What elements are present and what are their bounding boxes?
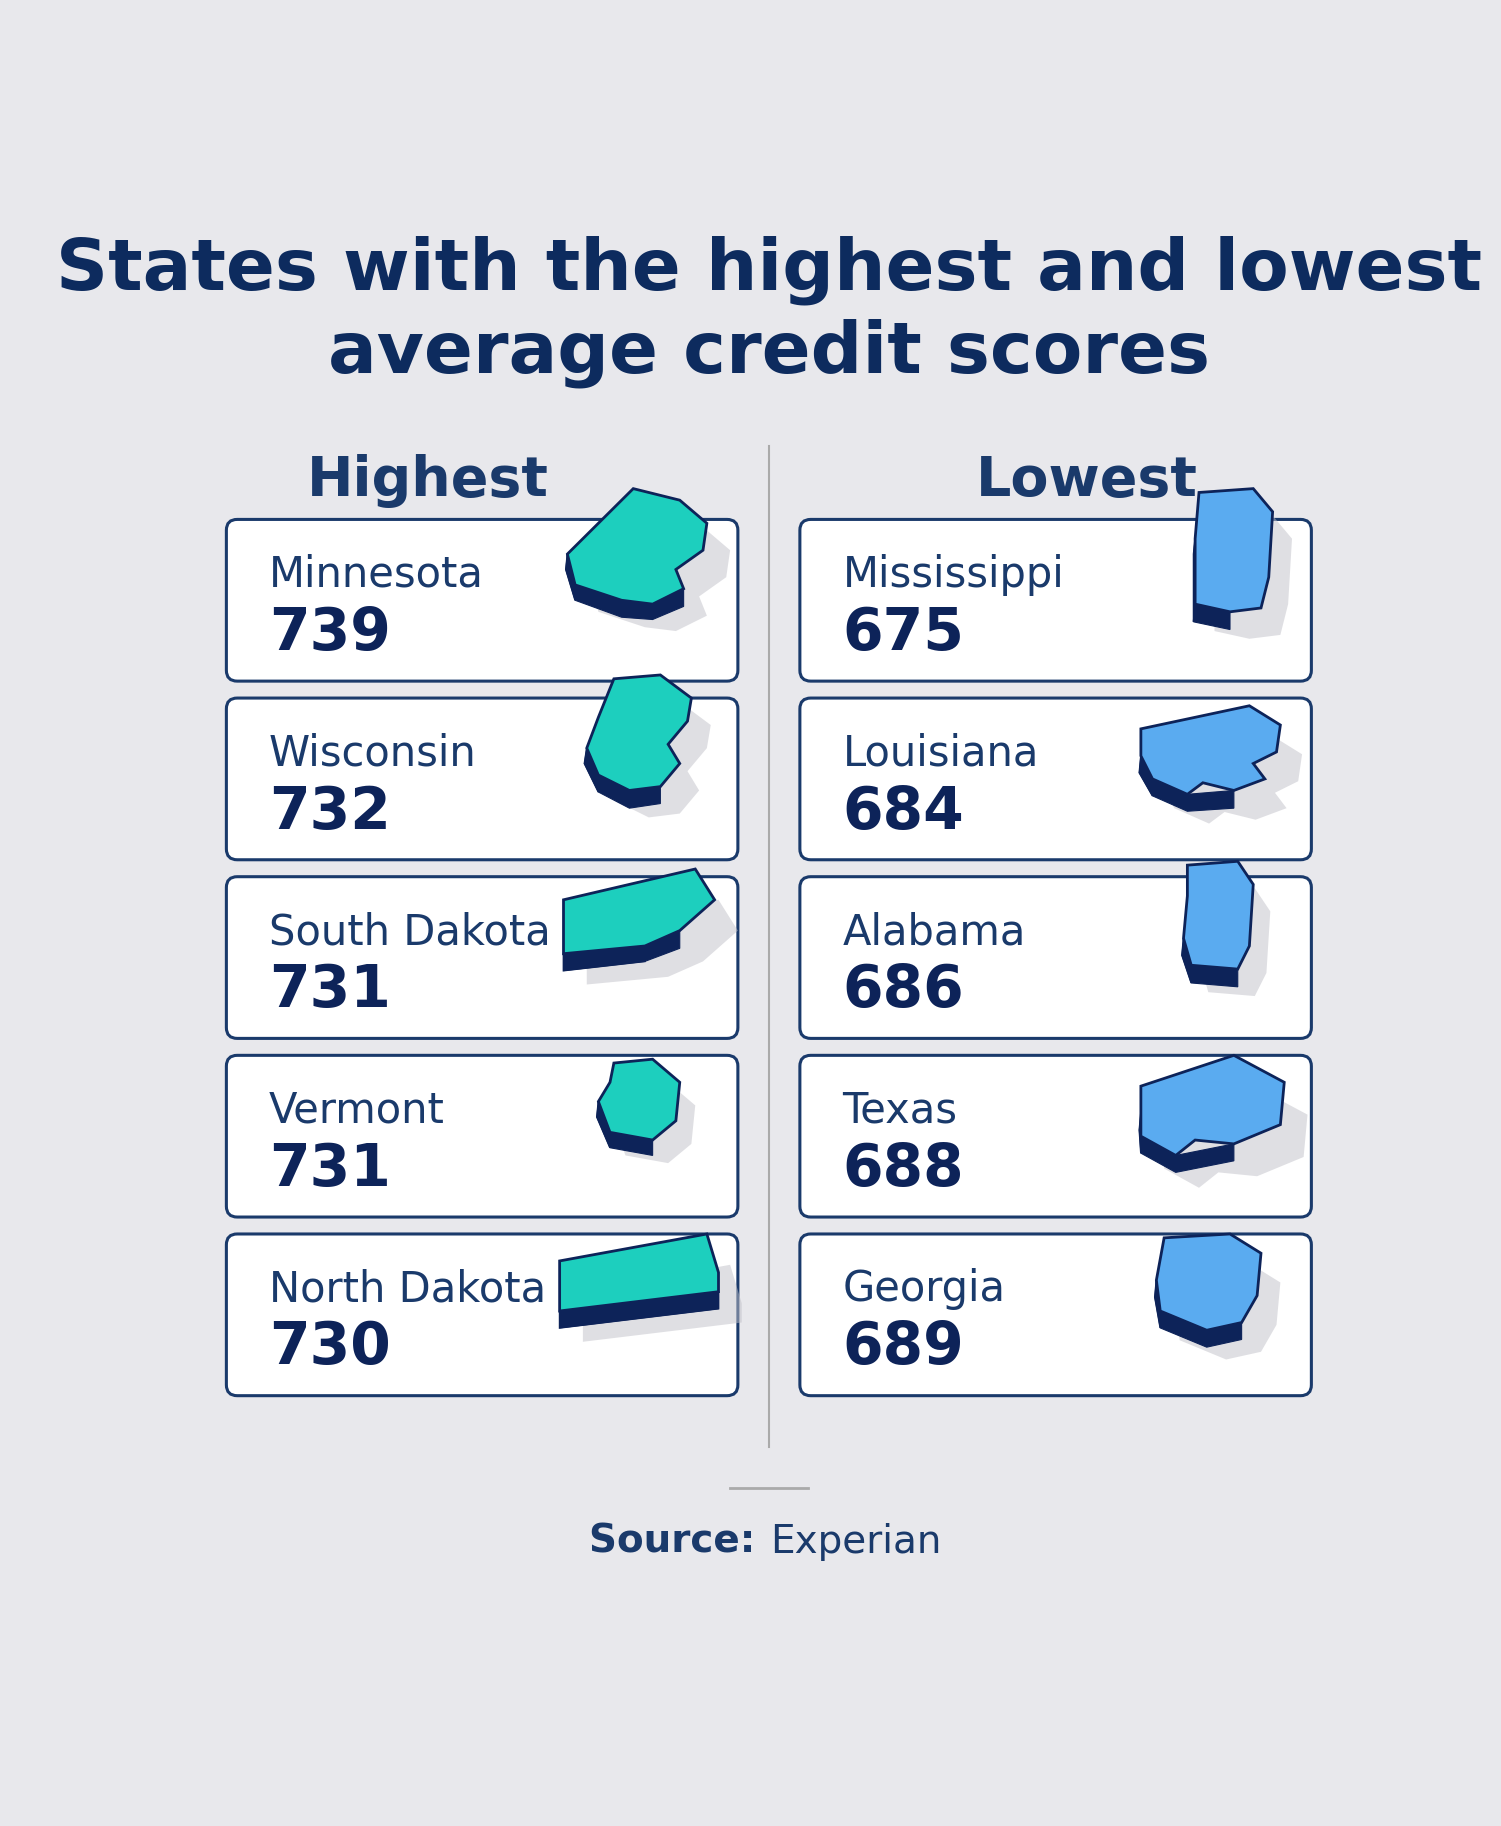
Text: 688: 688 [842, 1141, 964, 1198]
Polygon shape [563, 946, 645, 971]
Text: South Dakota: South Dakota [269, 911, 551, 953]
Text: Wisconsin: Wisconsin [269, 732, 477, 774]
FancyBboxPatch shape [800, 876, 1312, 1039]
Text: Alabama: Alabama [842, 911, 1025, 953]
Polygon shape [584, 749, 599, 792]
Polygon shape [1214, 515, 1292, 639]
Polygon shape [587, 676, 692, 791]
Text: Minnesota: Minnesota [269, 553, 483, 595]
Polygon shape [614, 1083, 695, 1163]
Text: Louisiana: Louisiana [842, 732, 1039, 774]
Text: Experian: Experian [770, 1523, 941, 1561]
Polygon shape [1201, 887, 1270, 995]
Text: 739: 739 [269, 604, 390, 661]
FancyBboxPatch shape [227, 1055, 738, 1218]
FancyBboxPatch shape [227, 519, 738, 681]
Text: 732: 732 [269, 783, 390, 840]
Text: 731: 731 [269, 962, 390, 1019]
Polygon shape [563, 869, 714, 953]
Polygon shape [560, 1291, 719, 1328]
FancyBboxPatch shape [227, 876, 738, 1039]
Text: Lowest: Lowest [976, 455, 1198, 508]
Polygon shape [1139, 756, 1153, 796]
Polygon shape [567, 489, 707, 604]
FancyBboxPatch shape [800, 1055, 1312, 1218]
Polygon shape [1141, 1055, 1285, 1156]
Polygon shape [597, 1101, 609, 1149]
Polygon shape [1139, 1114, 1234, 1172]
Polygon shape [1181, 939, 1192, 982]
FancyBboxPatch shape [800, 519, 1312, 681]
Text: 730: 730 [269, 1320, 390, 1377]
Polygon shape [1181, 939, 1238, 986]
Polygon shape [1139, 1114, 1141, 1154]
Text: Mississippi: Mississippi [842, 553, 1064, 595]
Polygon shape [584, 749, 660, 809]
Text: Source:: Source: [588, 1523, 769, 1561]
Polygon shape [1141, 707, 1280, 794]
Text: 686: 686 [842, 962, 964, 1019]
FancyBboxPatch shape [227, 698, 738, 860]
Polygon shape [563, 931, 680, 971]
Polygon shape [1139, 756, 1234, 811]
Polygon shape [1193, 539, 1195, 623]
Polygon shape [1193, 539, 1229, 630]
Text: 689: 689 [842, 1320, 964, 1377]
FancyBboxPatch shape [227, 1234, 738, 1395]
Polygon shape [1163, 736, 1301, 824]
Text: 684: 684 [842, 783, 964, 840]
Polygon shape [566, 553, 683, 619]
Text: 675: 675 [842, 604, 965, 661]
Text: Highest: Highest [306, 455, 549, 508]
Polygon shape [1165, 1088, 1307, 1187]
Polygon shape [606, 701, 711, 818]
Polygon shape [1195, 489, 1273, 612]
Polygon shape [560, 1234, 719, 1311]
Polygon shape [566, 553, 575, 601]
FancyBboxPatch shape [800, 698, 1312, 860]
Polygon shape [1183, 862, 1253, 970]
Text: Vermont: Vermont [269, 1090, 444, 1132]
Text: States with the highest and lowest
average credit scores: States with the highest and lowest avera… [56, 236, 1481, 387]
Polygon shape [1175, 1264, 1280, 1360]
Polygon shape [587, 900, 738, 984]
Polygon shape [599, 1059, 680, 1139]
FancyBboxPatch shape [800, 1234, 1312, 1395]
Polygon shape [560, 1291, 719, 1328]
Text: 731: 731 [269, 1141, 390, 1198]
Polygon shape [1156, 1234, 1261, 1329]
Text: North Dakota: North Dakota [269, 1269, 546, 1311]
Polygon shape [1154, 1280, 1241, 1348]
Polygon shape [590, 515, 729, 632]
Text: Texas: Texas [842, 1090, 958, 1132]
Polygon shape [597, 1101, 653, 1156]
Polygon shape [1154, 1280, 1160, 1328]
Text: Georgia: Georgia [842, 1269, 1006, 1311]
Polygon shape [582, 1265, 741, 1342]
